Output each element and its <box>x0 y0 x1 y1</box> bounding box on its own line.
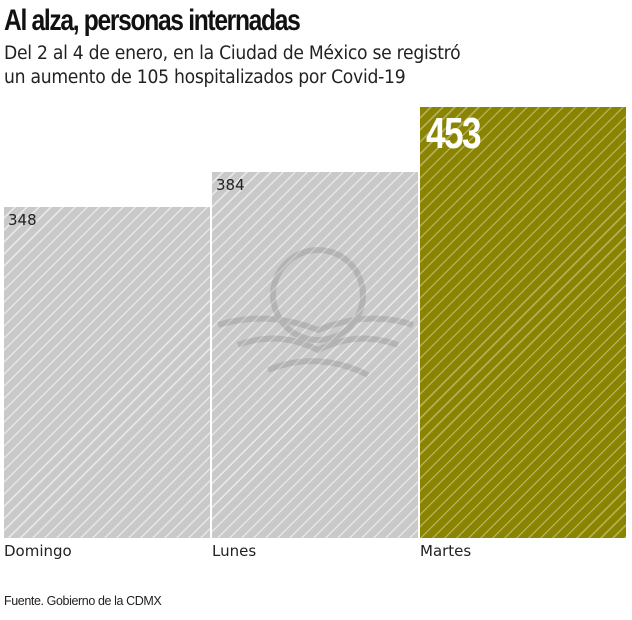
chart-title: Al alza, personas internadas <box>4 4 301 37</box>
bar-value-lunes: 384 <box>216 176 245 194</box>
category-label-lunes: Lunes <box>212 542 257 560</box>
bar-value-domingo: 348 <box>8 211 37 229</box>
bar-value-martes: 453 <box>426 109 482 158</box>
bar-martes: 453 <box>420 107 626 538</box>
category-label-martes: Martes <box>420 542 472 560</box>
subtitle-line-2: un aumento de 105 hospitalizados por Cov… <box>4 67 406 88</box>
subtitle-line-1: Del 2 al 4 de enero, en la Ciudad de Méx… <box>4 43 461 64</box>
source-note: Fuente. Gobierno de la CDMX <box>4 594 162 608</box>
category-label-domingo: Domingo <box>4 542 72 560</box>
chart-subtitle: Del 2 al 4 de enero, en la Ciudad de Méx… <box>4 42 461 90</box>
bar-domingo: 348 <box>4 207 210 538</box>
bar-lunes: 384 <box>212 172 418 538</box>
